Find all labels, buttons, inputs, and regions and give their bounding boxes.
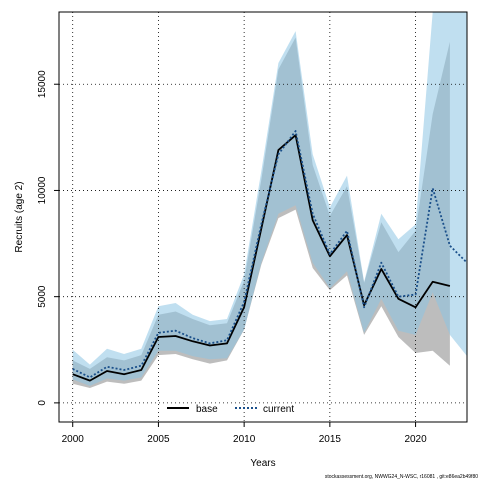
x-tick-label-2020: 2020: [404, 434, 427, 445]
x-tick-label-2015: 2015: [319, 434, 342, 445]
band-current: [72, 12, 467, 386]
y-tick-label-0: 0: [37, 400, 48, 406]
y-axis: 0 5000 10000 15000: [37, 70, 59, 406]
x-tick-label-2010: 2010: [233, 434, 256, 445]
y-tick-label-10000: 10000: [37, 176, 48, 204]
x-tick-label-2005: 2005: [147, 434, 170, 445]
x-axis: 2000 2005 2010 2015 2020: [62, 422, 427, 445]
x-axis-title: Years: [250, 458, 275, 469]
source-footer: stockassessment.org, NWWG24_N-WSC, r1608…: [325, 474, 478, 480]
legend: base current: [167, 404, 294, 415]
grid-lines: [59, 12, 467, 422]
y-axis-title: Recruits (age 2): [14, 181, 25, 252]
legend-label-current: current: [263, 404, 294, 415]
x-tick-label-2000: 2000: [62, 434, 85, 445]
y-tick-label-15000: 15000: [37, 70, 48, 98]
plot-frame: [58, 11, 468, 423]
estimate-lines: [72, 130, 467, 382]
y-tick-label-5000: 5000: [37, 285, 48, 308]
line-current: [72, 130, 467, 379]
line-base: [72, 134, 451, 382]
legend-label-base: base: [196, 404, 218, 415]
confidence-bands: [72, 12, 467, 388]
